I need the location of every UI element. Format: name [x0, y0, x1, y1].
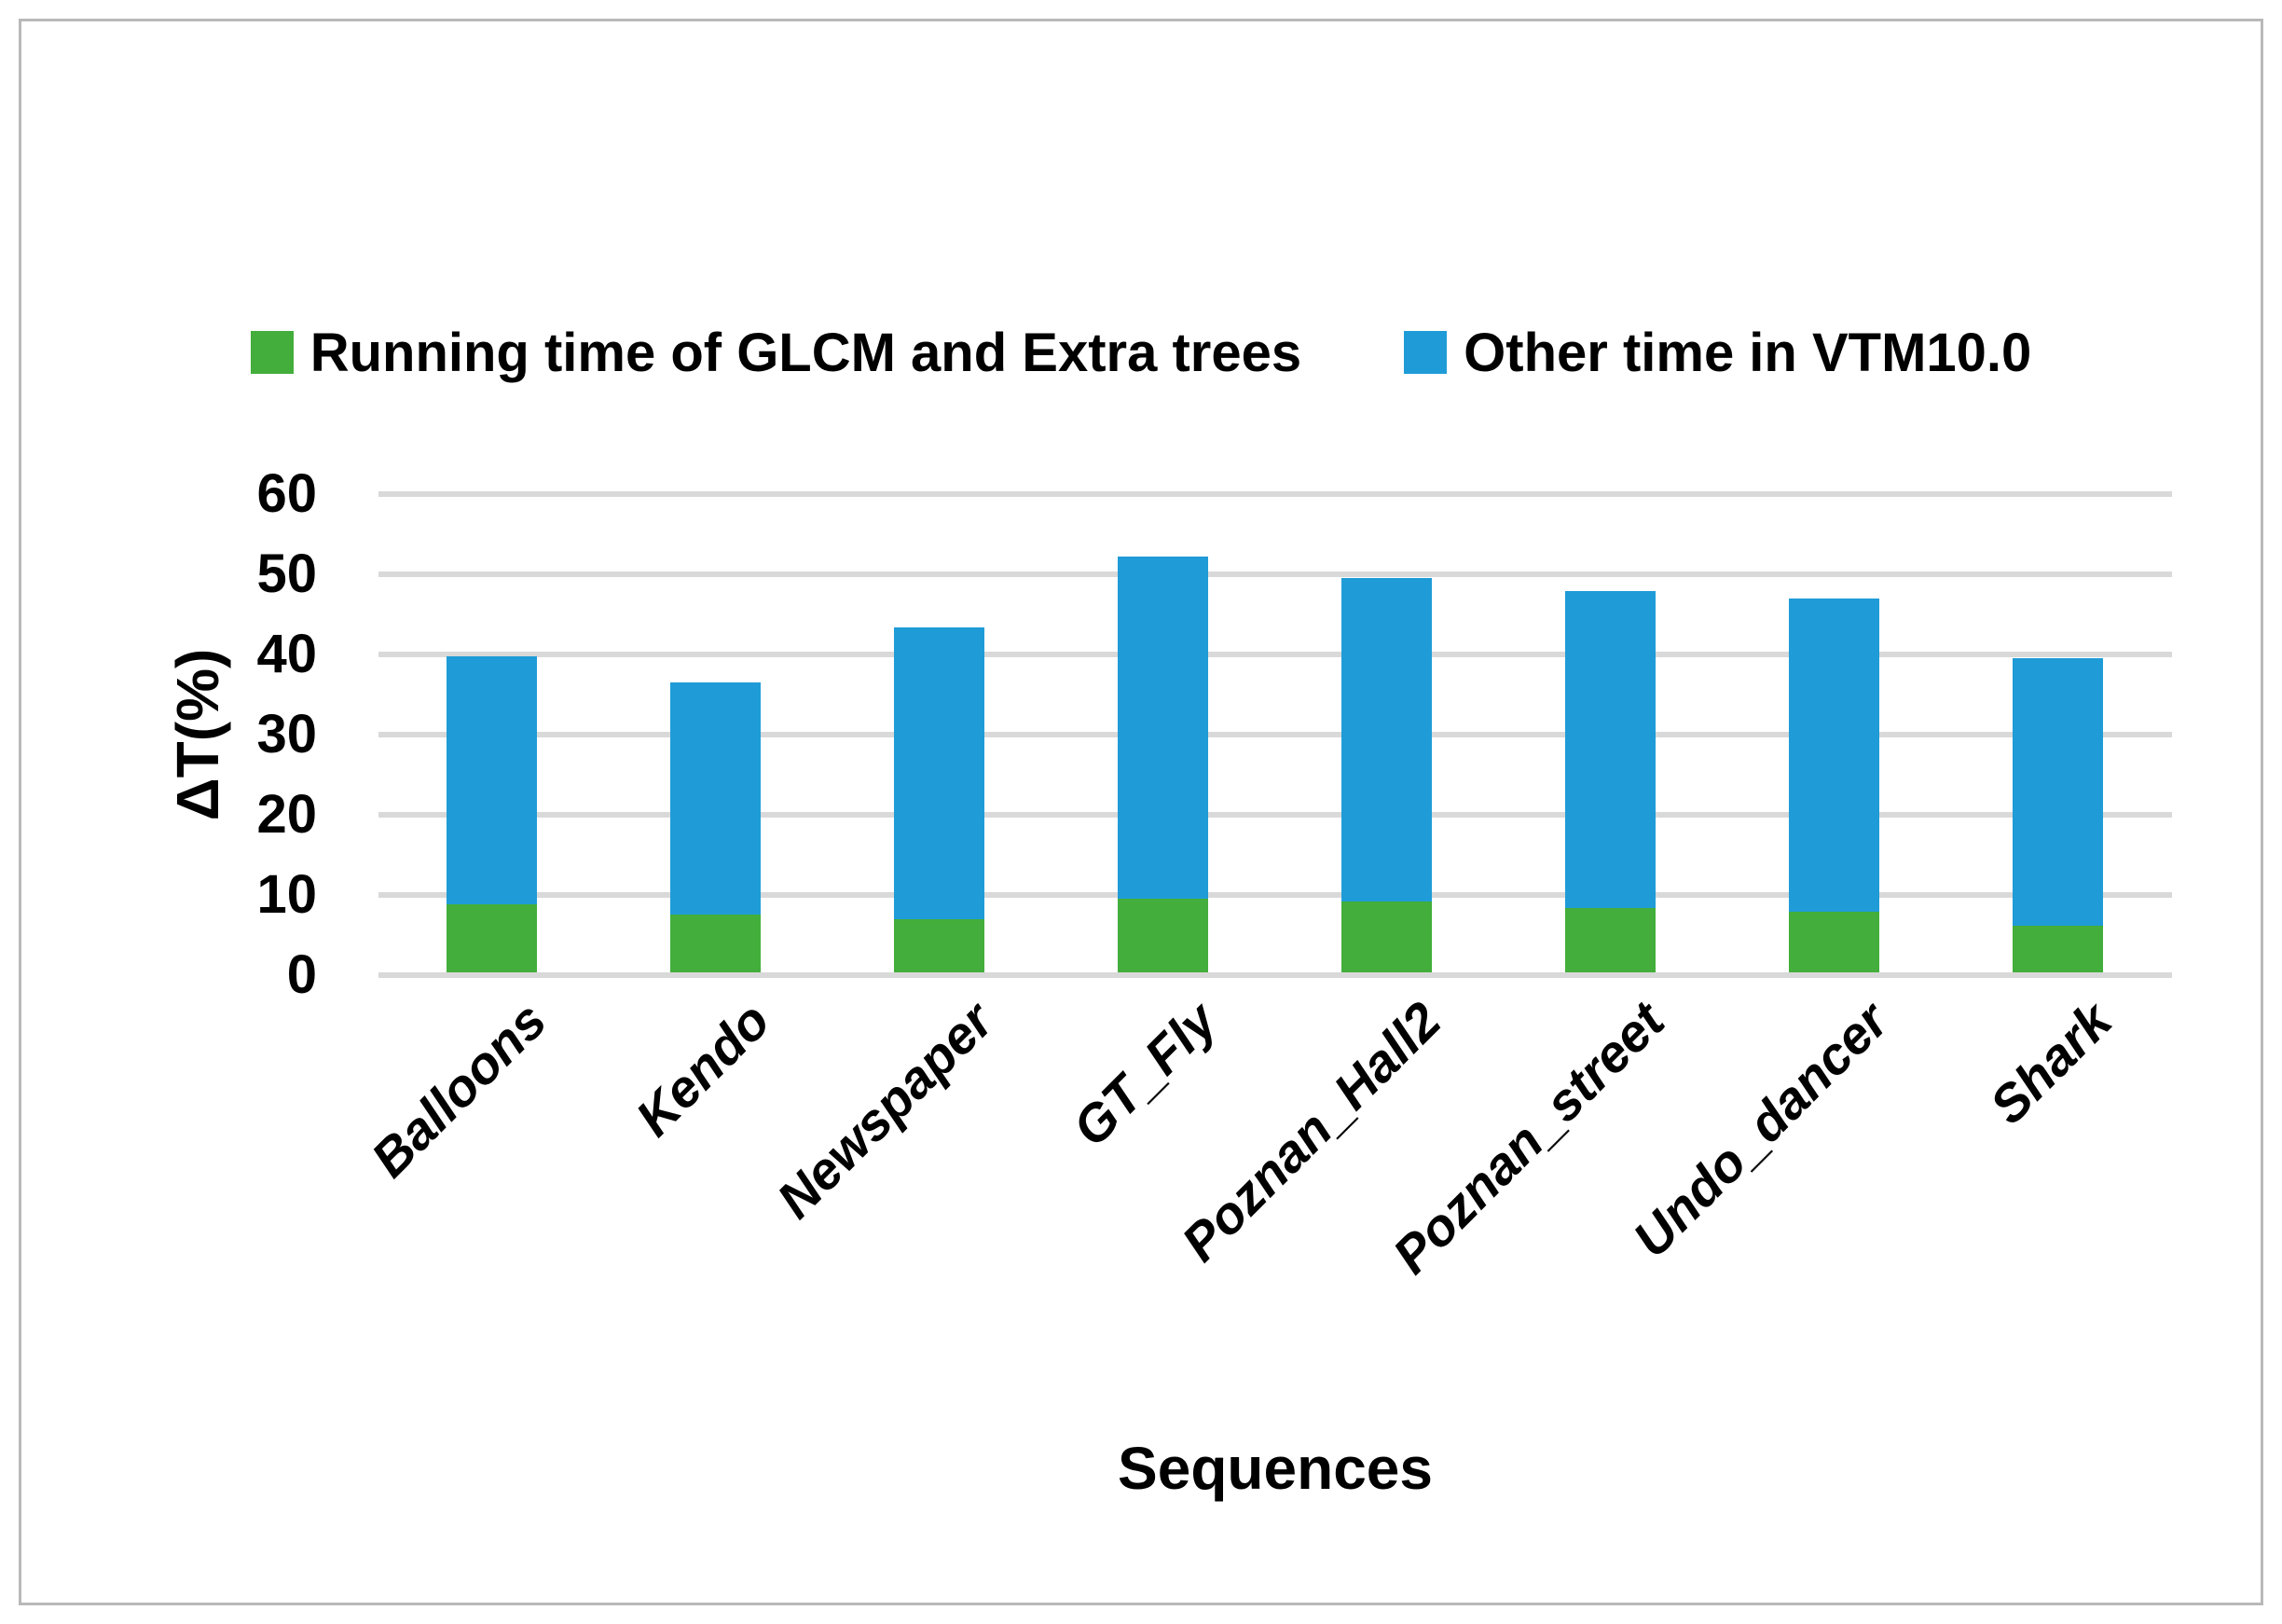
legend: Running time of GLCM and Extra trees Oth… [0, 308, 2282, 397]
bar-segment-running-time [669, 915, 761, 972]
legend-swatch-blue [1404, 331, 1448, 374]
bar-segment-other-time [1117, 556, 1208, 899]
bar-group [1340, 577, 1432, 972]
bar-segment-other-time [893, 627, 984, 920]
gridline [378, 732, 2172, 737]
bar-group [1117, 556, 1208, 972]
y-tick-label: 10 [256, 864, 317, 925]
y-tick-label: 50 [256, 544, 317, 604]
bar-group [446, 656, 537, 972]
y-tick-label: 20 [256, 784, 317, 845]
bar-segment-other-time [669, 681, 761, 915]
gridline [378, 571, 2172, 577]
bar-group [893, 627, 984, 972]
gridline [378, 972, 2172, 978]
bar-segment-other-time [1788, 599, 1879, 912]
legend-swatch-green [250, 331, 294, 374]
bar-group [2012, 657, 2103, 972]
y-tick-label: 0 [286, 944, 317, 1005]
gridline [378, 812, 2172, 818]
gridline [378, 652, 2172, 657]
y-tick-label: 60 [256, 463, 317, 524]
legend-item-other-time: Other time in VTM10.0 [1404, 322, 2031, 384]
y-tick-label: 30 [256, 704, 317, 764]
gridline [378, 892, 2172, 898]
bar-group [669, 681, 761, 972]
y-tick-label: 40 [256, 624, 317, 684]
x-axis-title: Sequences [1118, 1435, 1433, 1502]
legend-label-running-time: Running time of GLCM and Extra trees [309, 322, 1302, 383]
bar-segment-running-time [1788, 911, 1879, 972]
bar-segment-other-time [2012, 657, 2103, 927]
bar-segment-other-time [1340, 577, 1432, 902]
bar-segment-running-time [1117, 898, 1208, 972]
gridline [378, 491, 2172, 497]
legend-item-running-time: Running time of GLCM and Extra trees [250, 322, 1302, 384]
bar-segment-running-time [446, 903, 537, 972]
bar-segment-other-time [1564, 590, 1656, 909]
bar-segment-running-time [893, 919, 984, 972]
bar-group [1564, 590, 1656, 972]
bar-group [1788, 599, 1879, 972]
legend-label-other-time: Other time in VTM10.0 [1464, 322, 2032, 383]
bar-segment-running-time [1340, 901, 1432, 972]
bar-segment-running-time [2012, 926, 2103, 972]
bar-segment-other-time [446, 656, 537, 904]
bar-segment-running-time [1564, 908, 1656, 972]
